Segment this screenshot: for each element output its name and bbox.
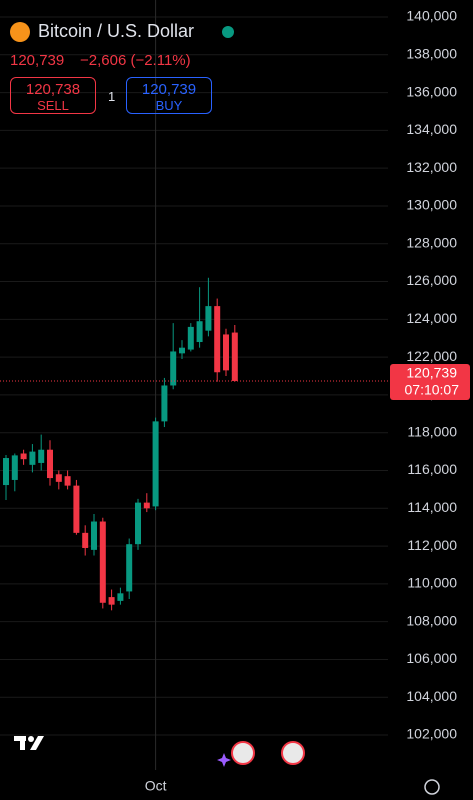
candle-body	[99, 521, 106, 603]
y-tick-label: 102,000	[406, 726, 457, 742]
buy-price: 120,739	[141, 81, 197, 98]
candle-body	[38, 449, 45, 463]
candle-body	[73, 485, 80, 533]
quantity[interactable]: 1	[108, 89, 116, 104]
candle-body	[187, 326, 194, 350]
candle-body	[117, 593, 124, 601]
buy-label: BUY	[155, 98, 183, 113]
y-tick-label: 136,000	[406, 83, 457, 99]
y-tick-label: 140,000	[406, 8, 457, 24]
candle-body	[135, 502, 141, 545]
symbol-title[interactable]: Bitcoin / U.S. Dollar	[38, 21, 195, 41]
y-tick-label: 128,000	[406, 234, 457, 250]
countdown: 07:10:07	[405, 382, 460, 398]
candle-body	[126, 544, 133, 592]
y-tick-label: 110,000	[407, 575, 457, 591]
y-tick-label: 116,000	[407, 461, 457, 477]
candle-body	[161, 385, 168, 422]
sell-button[interactable]: 120,738 SELL	[10, 77, 96, 114]
y-tick-label: 112,000	[407, 537, 457, 553]
candle-body	[152, 421, 159, 507]
y-tick-label: 114,000	[407, 499, 457, 515]
y-tick-label: 104,000	[406, 688, 457, 704]
candle-body	[47, 449, 53, 479]
candle-body	[11, 455, 18, 480]
y-tick-label: 124,000	[406, 310, 457, 326]
bitcoin-icon	[10, 22, 30, 42]
candle-body	[64, 476, 71, 486]
sell-label: SELL	[37, 98, 69, 113]
candle-body	[205, 306, 212, 331]
candle-body	[170, 351, 177, 386]
candle-body	[91, 521, 97, 550]
candle-body	[108, 597, 115, 605]
market-status	[222, 26, 234, 38]
y-tick-label: 134,000	[406, 121, 457, 137]
last-price-tag	[390, 363, 470, 400]
candle-body	[214, 306, 221, 373]
y-tick-label: 106,000	[406, 650, 457, 666]
y-tick-label: 130,000	[406, 197, 457, 213]
sell-price: 120,738	[25, 81, 81, 98]
candle-body	[196, 321, 203, 343]
y-tick-label: 126,000	[406, 272, 457, 288]
header-change: −2,606 (−2.11%)	[80, 52, 191, 69]
y-tick-label: 138,000	[406, 46, 457, 62]
candle-body	[143, 502, 150, 509]
header-price: 120,739	[10, 52, 65, 69]
y-tick-label: 122,000	[406, 348, 457, 364]
y-tick-label: 108,000	[406, 612, 457, 628]
y-tick-label: 132,000	[406, 159, 457, 175]
candle-body	[231, 332, 238, 381]
candle-body	[179, 347, 185, 354]
candle-body	[20, 453, 27, 460]
y-tick-label: 118,000	[407, 423, 457, 439]
last-price-label: 120,739	[406, 365, 457, 381]
x-tick-label: Oct	[145, 778, 167, 794]
candle-body	[29, 451, 36, 465]
buy-button[interactable]: 120,739 BUY	[126, 77, 212, 114]
candle-body	[82, 532, 89, 548]
candle-body	[223, 334, 229, 371]
candle-body	[55, 474, 62, 482]
candle-body	[3, 458, 9, 486]
